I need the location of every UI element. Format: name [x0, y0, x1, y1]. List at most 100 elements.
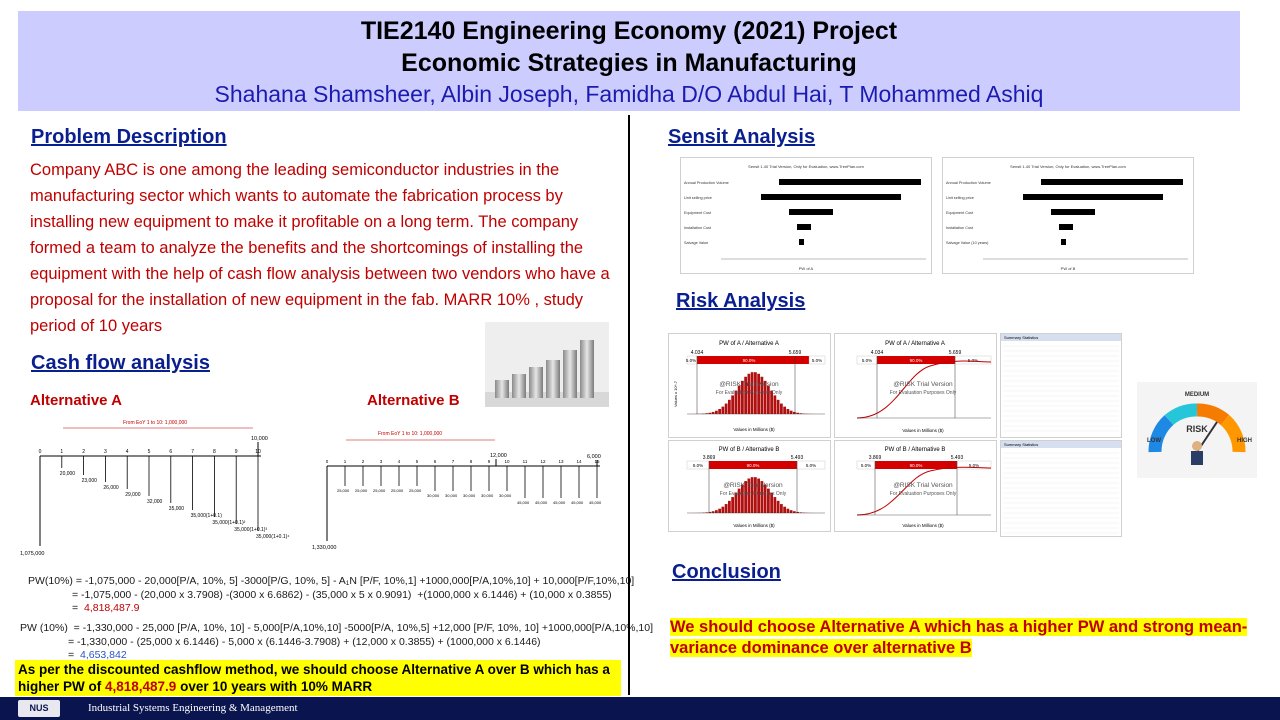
poster-header: TIE2140 Engineering Economy (2021) Proje… — [18, 11, 1240, 111]
cf-b-period-label: 1 — [344, 459, 347, 464]
pw-a-ylabel: Values x 10^-7 — [673, 380, 678, 407]
eq-a-result-row: = 4,818,487.9 — [72, 602, 139, 614]
eq-b-line1: PW (10%) = -1,330,000 - 25,000 [P/A, 10%… — [20, 622, 654, 634]
cashflow-diagram-b: From EoY 1 to 10: 1,000,000 1,330,000 12… — [312, 431, 602, 551]
cf-b-cost-label: 25,000 — [337, 488, 350, 493]
hist-a-bar — [757, 373, 761, 414]
pw-a-watermark-sub: For Evaluation Purposes Only — [716, 390, 783, 396]
sensit-a-bar — [789, 209, 833, 215]
hist-b-bar — [796, 511, 800, 513]
pw-a-cum-right: 5.659 — [949, 350, 962, 356]
sensit-chart-a: Sensit 1.40 Trial Version, Only for Eval… — [680, 157, 932, 274]
sensit-a-bar — [761, 194, 901, 200]
hist-b-bar — [731, 497, 735, 513]
cf-a-banner-text: From EoY 1 to 10: 1,000,000 — [123, 420, 187, 426]
cf-a-period-label: 3 — [104, 449, 107, 455]
hist-a-bar — [708, 412, 712, 414]
hist-b-bar — [793, 511, 796, 513]
cf-b-period-label: 10 — [504, 459, 510, 464]
sensit-a-row-label: Unit selling price — [684, 196, 712, 200]
pw-b-cum-pct-right: 5.0% — [969, 463, 979, 468]
sensit-b-bar — [1041, 179, 1183, 185]
cf-a-period-label: 4 — [126, 449, 129, 455]
cf-a-period-label: 6 — [169, 449, 172, 455]
pw-b-cum-pct-mid: 90.0% — [910, 463, 923, 468]
hist-a-bar — [734, 390, 738, 414]
risk-pw-a-cumulative: PW of A / Alternative A 4.034 5.659 5.0%… — [834, 333, 997, 438]
cf-b-end-value: 6,000 — [587, 454, 601, 460]
poster-authors: Shahana Shamsheer, Albin Joseph, Famidha… — [214, 81, 1044, 107]
sensit-b-row-label: Installation Cost — [946, 226, 974, 230]
sensit-b-bar — [1059, 224, 1073, 230]
sensit-b-xlabel: PW of B — [1061, 266, 1076, 271]
sensit-a-xlabel: PW of A — [799, 266, 814, 271]
cf-b-period-label: 3 — [380, 459, 383, 464]
cf-a-banner: From EoY 1 to 10: 1,000,000 — [63, 420, 253, 429]
risk-gauge-image: MEDIUM LOW HIGH RISK — [1137, 382, 1257, 478]
cf-b-cost-label: 30,000 — [499, 493, 512, 498]
hist-b-bar — [754, 477, 757, 513]
gauge-high-label: HIGH — [1237, 438, 1252, 444]
pw-a-right-value: 5.659 — [789, 350, 802, 356]
cf-b-period-label: 0 — [326, 459, 329, 464]
hist-b-bar — [763, 484, 767, 513]
pw-a-xlabel: Values in Millions ($) — [733, 427, 775, 432]
hist-b-bar — [744, 481, 748, 513]
cf-a-period-label: 7 — [191, 449, 194, 455]
pw-b-pct-right: 5.0% — [806, 463, 816, 468]
summary-part1: As per the discounted cashflow method, w… — [18, 662, 610, 694]
hist-b-bar — [705, 512, 709, 513]
cf-a-cost-label: 35,000(1+0.1)² — [212, 520, 245, 526]
risk-stats-b: Summary Statistics — [1000, 440, 1122, 537]
hist-a-bar — [783, 406, 787, 414]
hist-a-bar — [711, 411, 715, 414]
conclusion-text: We should choose Alternative A which has… — [670, 618, 1248, 657]
pw-b-left-value: 3.869 — [703, 455, 716, 461]
pw-a-title: PW of A / Alternative A — [719, 341, 779, 347]
pw-a-cum-left: 4.034 — [871, 350, 884, 356]
hist-a-bar — [799, 413, 803, 414]
cf-b-period-label: 5 — [416, 459, 419, 464]
cf-b-banner-text: From EoY 1 to 10: 1,000,000 — [378, 431, 442, 437]
column-divider — [628, 115, 630, 695]
alt-b-label: Alternative B — [367, 392, 460, 409]
hist-a-bar — [770, 390, 774, 414]
hist-b-bar — [741, 484, 744, 513]
pw-b-cum-title: PW of B / Alternative B — [885, 447, 946, 453]
cf-a-cost-label: 26,000 — [103, 485, 119, 491]
pw-b-cum-watermark: @RISK Trial Version — [893, 482, 953, 489]
cf-b-cost-label: 45,000 — [571, 500, 584, 505]
pw-a-cum-watermark-sub: For Evaluation Purposes Only — [890, 390, 957, 396]
hist-b-bar — [737, 488, 741, 513]
cf-b-period-label: 8 — [470, 459, 473, 464]
pw-a-left-value: 4.034 — [691, 350, 704, 356]
cf-b-cost-label: 45,000 — [553, 500, 566, 505]
eq-b-line2: = -1,330,000 - (25,000 x 6.1446) - 5,000… — [68, 636, 541, 648]
cf-b-cost-label: 25,000 — [391, 488, 404, 493]
gauge-center-label: RISK — [1186, 424, 1208, 434]
hist-a-bar — [776, 399, 780, 414]
sensit-a-row-label: Annual Production Volume — [684, 181, 729, 185]
gauge-low-label: LOW — [1147, 438, 1161, 444]
pw-a-cum-pct-right: 5.0% — [968, 358, 978, 363]
pw-a-watermark: @RISK Trial Version — [719, 381, 779, 388]
hist-b-bar — [747, 478, 751, 513]
pw-b-watermark: @RISK Trial Version — [723, 482, 783, 489]
hist-b-bar — [783, 506, 787, 513]
cf-a-period-label: 0 — [39, 449, 42, 455]
sensit-a-bar — [797, 224, 811, 230]
sensit-a-bar — [799, 239, 804, 245]
alt-a-label: Alternative A — [30, 392, 122, 409]
hist-b-bar — [780, 504, 783, 513]
cf-a-initial-value: 1,075,000 — [20, 551, 44, 557]
conclusion-text-box: We should choose Alternative A which has… — [670, 617, 1260, 659]
hist-a-bar — [718, 408, 722, 414]
sensit-b-row-label: Unit selling price — [946, 196, 974, 200]
footer-bar: NUS Industrial Systems Engineering & Man… — [0, 697, 1280, 720]
cf-a-cost-label: 20,000 — [60, 471, 76, 477]
sensit-b-row-label: Equipment Cost — [946, 211, 974, 215]
sensit-heading: Sensit Analysis — [668, 126, 816, 148]
stats-a-title: Summary Statistics — [1004, 335, 1038, 340]
problem-heading: Problem Description — [31, 126, 227, 148]
hist-b-bar — [724, 504, 728, 513]
